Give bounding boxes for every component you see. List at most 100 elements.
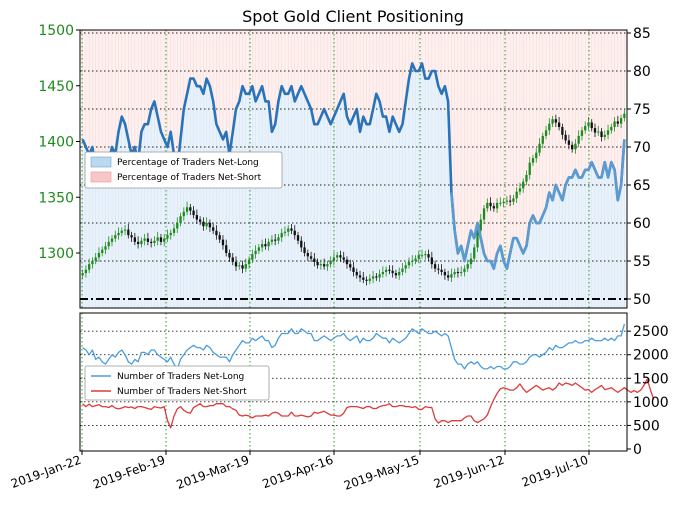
percent-axis-label: 85 (633, 26, 651, 42)
price-candle-body (476, 230, 479, 248)
price-candle-body (84, 269, 88, 274)
price-candle-body (172, 228, 176, 233)
price-candle-body (270, 239, 274, 242)
price-candle-body (407, 261, 411, 266)
price-candle-body (593, 128, 597, 133)
price-candle-body (336, 255, 339, 258)
date-axis-label: 2019-Apr-16 (261, 453, 336, 492)
price-candle-body (610, 127, 613, 131)
price-candle-body (127, 229, 130, 236)
date-axis-label: 2019-May-15 (342, 453, 421, 493)
price-candle-body (433, 264, 437, 269)
price-candle-body (88, 264, 91, 270)
price-candle-body (179, 216, 182, 223)
price-candle-body (221, 239, 225, 246)
legend-swatch-net-long (90, 156, 112, 168)
price-candle-body (456, 271, 460, 274)
price-candle-body (509, 200, 512, 202)
percent-axis-label: 75 (633, 102, 651, 118)
price-candle-body (322, 264, 326, 267)
price-candle-body (466, 264, 469, 269)
price-candle-body (391, 270, 394, 274)
price-candle-body (159, 237, 163, 242)
percent-axis-label: 60 (633, 216, 651, 232)
trader-count-axis-label: 2500 (633, 324, 669, 340)
net-long-percent-line-recent (450, 139, 626, 270)
price-candle-body (600, 131, 603, 138)
price-candle-body (597, 131, 600, 133)
price-candle-body (538, 143, 541, 153)
price-candle-body (554, 119, 557, 123)
price-candle-body (150, 241, 153, 243)
price-candle-body (463, 268, 466, 272)
price-candle-body (94, 257, 97, 261)
price-candle-body (153, 240, 156, 243)
percent-axis-label: 70 (633, 140, 651, 156)
price-candle-body (381, 271, 385, 275)
price-candle-body (414, 258, 417, 261)
price-candle-body (541, 135, 544, 144)
price-candle-body (616, 121, 619, 124)
price-candle-body (355, 271, 358, 276)
chart-title: Spot Gold Client Positioning (242, 7, 464, 26)
price-candle-body (185, 207, 189, 212)
price-candle-body (352, 267, 355, 272)
trader-count-panel-frame (79, 312, 628, 452)
price-candle-body (192, 210, 195, 216)
price-candle-body (388, 269, 391, 271)
price-candle-body (473, 247, 476, 259)
price-candle-body (417, 255, 420, 259)
price-candle-body (469, 258, 473, 265)
price-candle-body (296, 235, 300, 241)
price-candle-body (404, 265, 407, 269)
price-candle-body (313, 258, 316, 262)
price-candle-body (91, 260, 94, 265)
price-candle-body (117, 232, 120, 236)
price-candle-body (603, 134, 606, 138)
top-legend-box (84, 151, 283, 189)
price-candle-body (195, 215, 198, 220)
price-candle-body (163, 238, 166, 242)
price-candle-body (244, 264, 247, 269)
percent-axis-label: 55 (633, 254, 651, 270)
price-candle-body (182, 211, 185, 217)
price-candle-body (303, 247, 306, 253)
price-panel-grid (80, 30, 627, 308)
trader-count-axis-label: 1000 (633, 395, 669, 411)
price-candle-body (212, 227, 215, 231)
trader-count-axis-label: 0 (633, 442, 642, 458)
percent-axis-label: 50 (633, 292, 651, 308)
price-candle-body (120, 230, 123, 233)
price-candle-body (176, 222, 179, 229)
price-candle-body (531, 158, 535, 163)
price-candle-body (257, 247, 261, 251)
price-candle-body (114, 235, 117, 239)
price-candle-body (267, 241, 270, 247)
price-candle-body (365, 279, 368, 281)
bottom-legend: Number of Traders Net-Long Number of Tra… (84, 365, 270, 401)
price-candle-body (544, 130, 548, 136)
price-candle-body (251, 254, 254, 260)
price-candle-body (505, 200, 509, 202)
price-candle-body (515, 191, 518, 199)
price-axis-label: 1500 (38, 23, 74, 39)
price-candle-body (332, 257, 336, 261)
price-axis: 1500 1450 1400 1350 1300 (38, 23, 80, 262)
price-candle-body (378, 274, 381, 278)
price-candle-body (81, 273, 84, 276)
price-candle-body (548, 123, 551, 131)
price-candle-body (215, 230, 218, 236)
legend-label-net-short-count: Number of Traders Net-Short (117, 387, 247, 397)
top-legend: Percentage of Traders Net-Long Percentag… (84, 151, 283, 189)
legend-swatch-net-short (90, 171, 112, 183)
price-candle-body (482, 208, 486, 220)
price-candle-body (208, 222, 212, 228)
price-candle-body (427, 254, 430, 258)
price-candle-body (101, 249, 104, 253)
price-candle-body (561, 127, 564, 135)
price-candle-body (437, 268, 440, 270)
price-candle-body (430, 257, 433, 265)
date-axis-label: 2019-Mar-19 (174, 453, 251, 492)
price-candle-body (231, 257, 234, 262)
price-candle-body (492, 206, 495, 209)
